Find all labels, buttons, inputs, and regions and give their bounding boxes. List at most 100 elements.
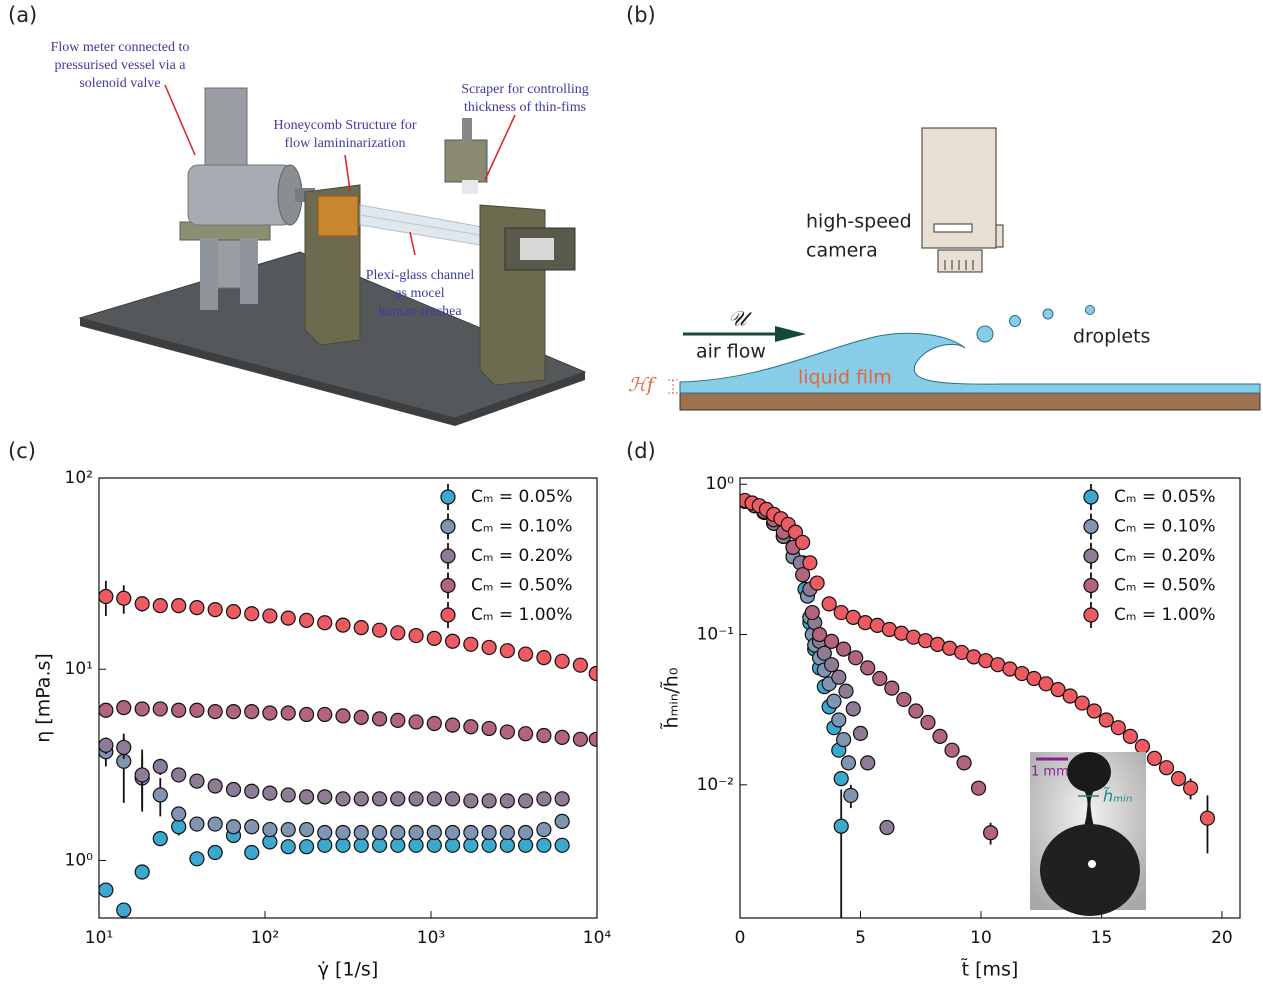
data-point xyxy=(1170,771,1187,787)
legend-label: Cₘ = 0.20% xyxy=(1114,546,1216,566)
x-tick-label: 10³ xyxy=(417,928,445,948)
data-point xyxy=(244,606,260,622)
data-point xyxy=(244,819,260,835)
apparatus-render xyxy=(78,84,587,426)
legend-marker xyxy=(440,518,456,535)
annotation: pressurised vessel via a xyxy=(54,58,186,73)
data-point xyxy=(554,653,570,669)
legend-label: Cₘ = 0.10% xyxy=(471,517,573,537)
data-point xyxy=(353,837,369,853)
data-point xyxy=(171,767,187,783)
data-point xyxy=(809,575,825,591)
data-point xyxy=(588,665,597,682)
annotation: Honeycomb Structure for xyxy=(273,118,416,133)
data-point xyxy=(152,758,168,775)
data-point xyxy=(860,660,876,676)
camera-label: camera xyxy=(806,240,878,262)
data-point xyxy=(353,791,369,807)
data-point xyxy=(536,727,552,744)
data-point xyxy=(189,600,205,616)
data-point xyxy=(860,755,876,771)
data-point xyxy=(207,844,223,861)
legend-label: Cₘ = 0.05% xyxy=(1114,487,1216,507)
x-tick-label: 5 xyxy=(855,928,866,948)
data-point xyxy=(171,819,187,835)
data-point xyxy=(408,824,424,841)
y-tick-label: 10¹ xyxy=(65,659,93,679)
data-point xyxy=(298,789,315,805)
data-point xyxy=(1062,688,1078,704)
data-point xyxy=(802,555,818,571)
x-tick-label: 10⁴ xyxy=(583,928,612,948)
legend-marker xyxy=(1083,489,1099,505)
thickness-label: ℋf xyxy=(628,374,657,396)
plot-frame xyxy=(98,477,598,919)
data-point xyxy=(833,818,849,834)
data-point xyxy=(572,731,588,747)
data-point xyxy=(171,702,187,718)
data-point xyxy=(823,657,840,673)
legend-label: Cₘ = 1.00% xyxy=(1114,605,1216,625)
data-point xyxy=(152,598,168,614)
data-point xyxy=(152,787,168,803)
data-point xyxy=(1158,760,1175,776)
data-point xyxy=(536,650,552,666)
data-point xyxy=(848,650,864,666)
data-point xyxy=(426,837,442,853)
y-tick-label: 10² xyxy=(65,468,93,488)
legend-label: Cₘ = 0.50% xyxy=(471,576,573,596)
x-tick-label: 10² xyxy=(251,928,279,948)
y-axis-label: h̃ₘᵢₙ/h̃₀ xyxy=(660,668,682,730)
data-point xyxy=(795,534,811,551)
data-point xyxy=(335,824,351,841)
data-point xyxy=(116,699,132,716)
y-tick-label: 10⁻¹ xyxy=(697,625,734,645)
data-point xyxy=(444,837,461,853)
data-point xyxy=(262,821,278,838)
data-point xyxy=(518,726,534,742)
data-point xyxy=(225,604,242,620)
data-point xyxy=(189,816,205,832)
data-point xyxy=(280,821,296,838)
data-point xyxy=(1199,810,1216,826)
data-point xyxy=(823,633,840,650)
data-point xyxy=(463,824,479,841)
x-tick-label: 0 xyxy=(735,928,746,948)
data-point xyxy=(845,701,861,717)
x-tick-label: 10 xyxy=(970,928,992,948)
data-point xyxy=(244,844,260,861)
plot-area xyxy=(99,580,597,918)
data-point xyxy=(335,791,351,807)
annotation: thickness of thin-fims xyxy=(464,100,586,115)
data-point xyxy=(932,728,948,744)
data-point xyxy=(152,831,168,847)
data-point xyxy=(262,608,278,624)
data-point xyxy=(134,767,150,783)
data-point xyxy=(225,704,242,720)
legend-marker xyxy=(1083,518,1099,535)
data-point xyxy=(840,755,857,771)
x-tick-label: 20 xyxy=(1211,928,1233,948)
data-point xyxy=(852,725,869,741)
data-point xyxy=(207,602,223,618)
data-point xyxy=(371,622,388,638)
data-point xyxy=(317,824,333,841)
plot-area xyxy=(740,492,1216,918)
data-point xyxy=(353,824,369,841)
data-point xyxy=(499,837,515,853)
data-point xyxy=(280,839,296,855)
data-point xyxy=(536,791,552,807)
data-point xyxy=(908,703,924,719)
annotation: Flow meter connected to xyxy=(51,40,190,55)
legend-marker xyxy=(1083,577,1099,594)
data-point xyxy=(554,813,570,830)
data-point xyxy=(872,670,888,687)
legend-marker xyxy=(1083,548,1099,564)
data-point xyxy=(1038,676,1054,692)
data-point xyxy=(371,837,388,853)
data-point xyxy=(444,824,461,841)
data-point xyxy=(116,739,132,756)
data-point xyxy=(371,711,388,727)
x-axis-label: t̃ [ms] xyxy=(961,958,1018,980)
